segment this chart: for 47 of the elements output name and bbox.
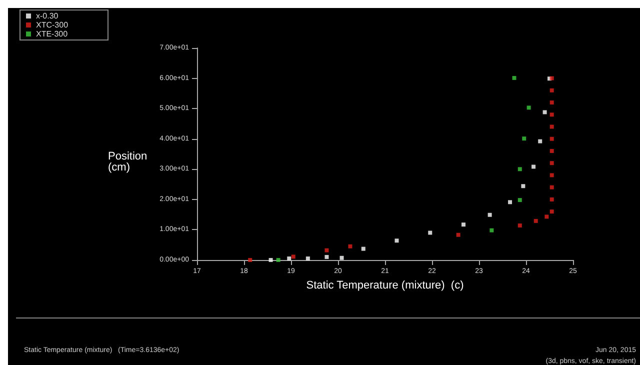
point (324, 248, 329, 252)
point (488, 212, 492, 217)
point (268, 258, 273, 262)
point (518, 198, 522, 202)
legend-label: XTE-300 (36, 30, 68, 38)
point (518, 223, 522, 228)
point (287, 256, 292, 260)
point (550, 76, 554, 80)
point (518, 167, 522, 172)
y-axis-title: Position (cm) (108, 150, 148, 174)
point (428, 230, 432, 235)
point (532, 164, 536, 169)
point (550, 197, 554, 202)
legend-label: x-0.30 (36, 12, 59, 20)
point (324, 254, 329, 259)
point (522, 136, 526, 141)
point (248, 258, 252, 262)
legend-label: XTC-300 (36, 20, 69, 30)
point (394, 238, 399, 243)
point (508, 200, 512, 204)
point (550, 136, 554, 141)
point (550, 124, 554, 129)
point (550, 173, 554, 178)
point (306, 256, 310, 260)
point (550, 100, 554, 105)
point (348, 244, 352, 248)
point (276, 258, 280, 262)
point (538, 139, 542, 144)
point (512, 76, 516, 80)
point (361, 246, 366, 251)
point (550, 112, 554, 117)
point (490, 228, 494, 232)
point (550, 88, 554, 92)
point (534, 218, 538, 223)
point (550, 148, 554, 153)
point (521, 184, 526, 188)
point (526, 106, 531, 110)
point (291, 254, 296, 259)
point (544, 214, 549, 219)
point (550, 161, 554, 166)
point (461, 222, 466, 227)
point (550, 185, 554, 190)
point (550, 210, 554, 214)
point (340, 256, 344, 260)
point (542, 110, 547, 114)
point (456, 232, 460, 237)
x-axis-title: Static Temperature (mixture) (c) (306, 280, 464, 292)
